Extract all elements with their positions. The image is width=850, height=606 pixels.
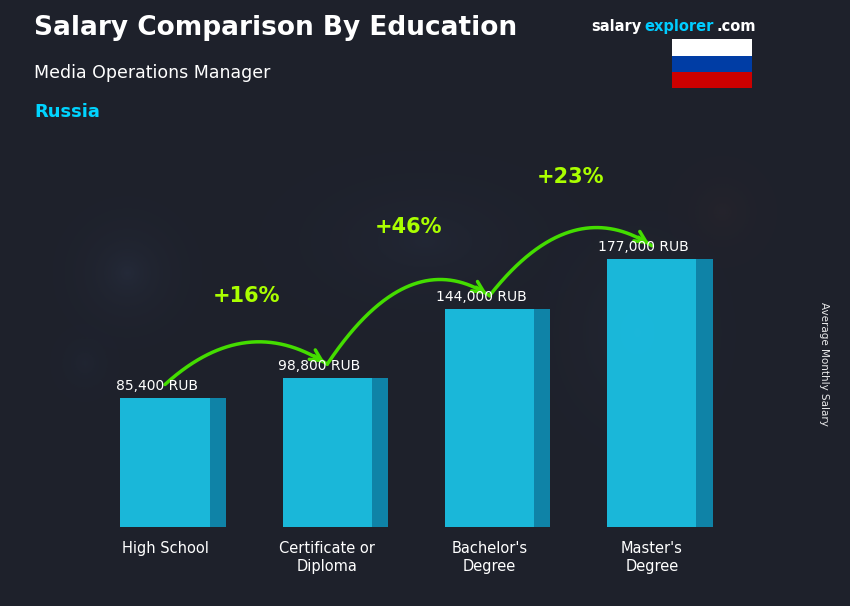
Text: +46%: +46% [375, 218, 442, 238]
Text: Russia: Russia [34, 103, 100, 121]
Text: +23%: +23% [537, 167, 604, 187]
Bar [121, 398, 210, 527]
Polygon shape [534, 309, 551, 527]
Polygon shape [210, 398, 226, 527]
Text: salary: salary [591, 19, 641, 35]
Text: explorer: explorer [644, 19, 714, 35]
Bar [282, 378, 371, 527]
Text: Salary Comparison By Education: Salary Comparison By Education [34, 15, 517, 41]
Bar [607, 259, 696, 527]
Text: Media Operations Manager: Media Operations Manager [34, 64, 270, 82]
Bar [672, 39, 752, 56]
Text: .com: .com [717, 19, 756, 35]
Text: Average Monthly Salary: Average Monthly Salary [819, 302, 829, 425]
Polygon shape [696, 259, 712, 527]
Text: 177,000 RUB: 177,000 RUB [598, 240, 689, 254]
Text: 144,000 RUB: 144,000 RUB [436, 290, 527, 304]
Text: 98,800 RUB: 98,800 RUB [278, 359, 360, 373]
Polygon shape [371, 378, 388, 527]
Text: 85,400 RUB: 85,400 RUB [116, 379, 198, 393]
Text: +16%: +16% [212, 286, 280, 306]
Bar [672, 72, 752, 88]
Bar [672, 56, 752, 72]
Bar [445, 309, 534, 527]
